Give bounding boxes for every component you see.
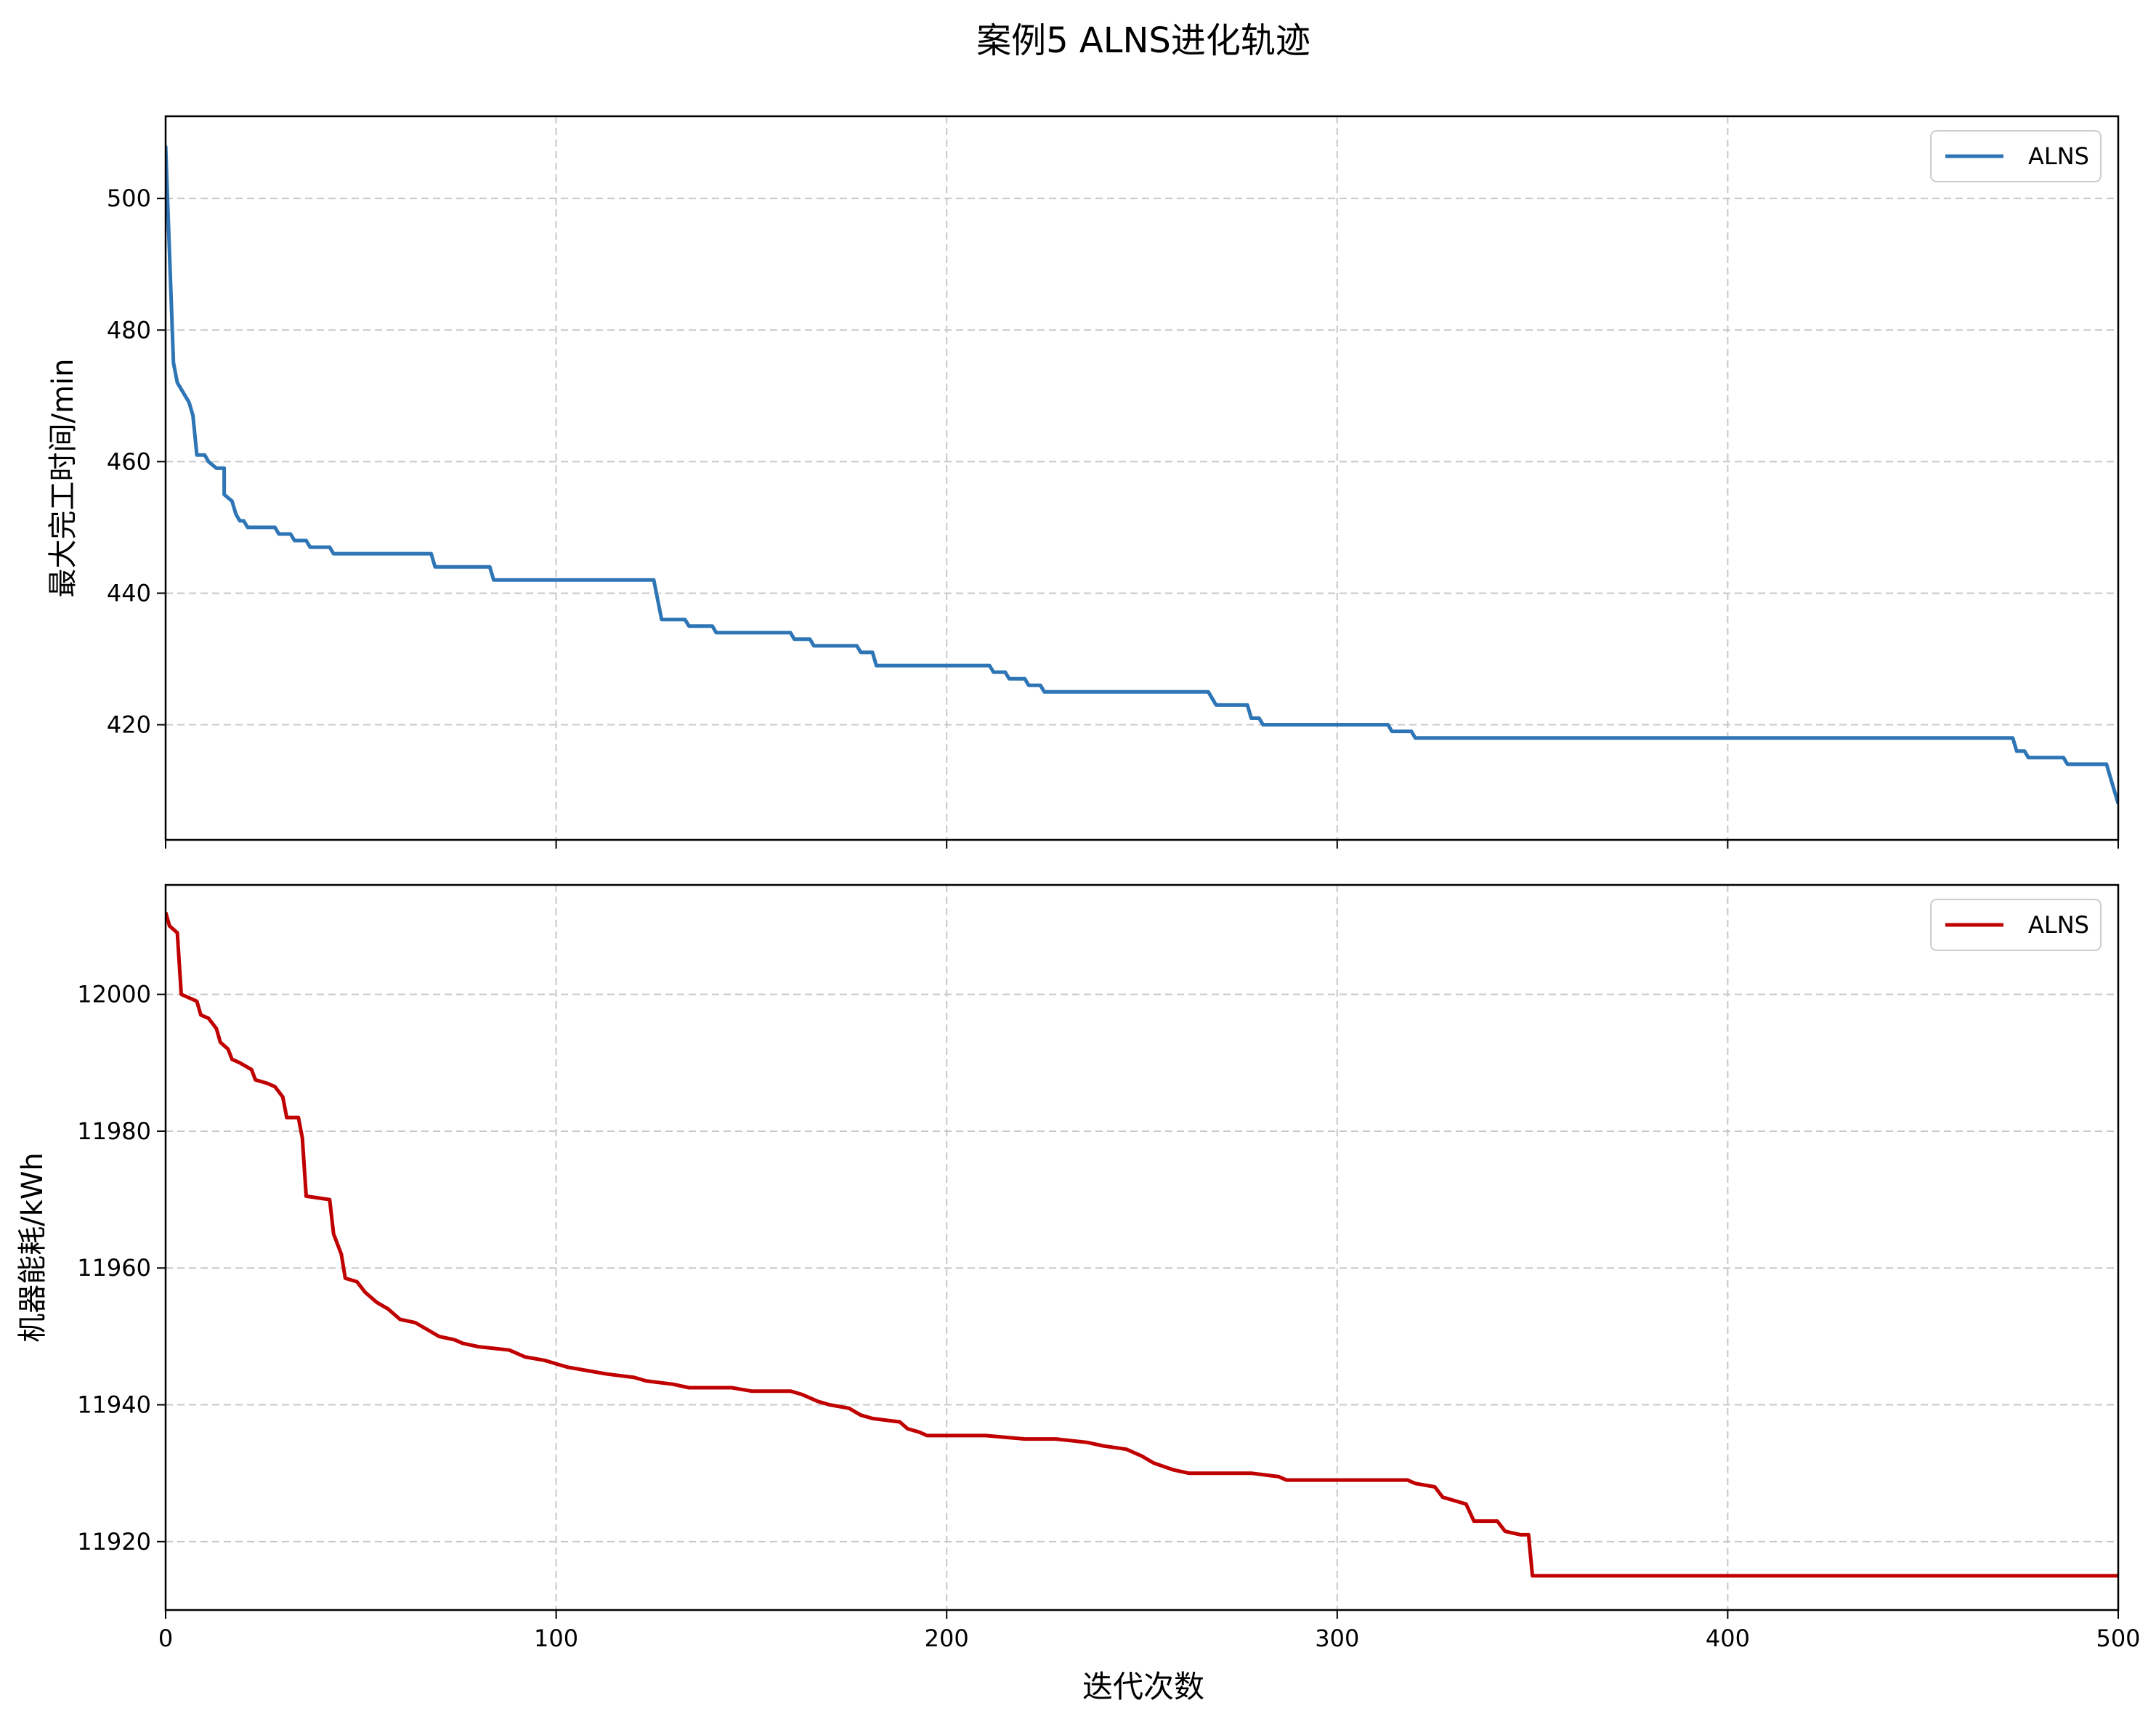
makespan-y-tick-label: 420 [107,711,151,739]
energy-x-tick-label: 200 [925,1625,969,1652]
energy-y-tick-label: 11940 [77,1391,151,1419]
energy-legend-label: ALNS [2028,911,2089,939]
energy-x-tick-label: 500 [2096,1625,2140,1652]
makespan-chart: 420 440 460 480 500 最大完工时间/min ALNS [46,115,2120,849]
energy-axes-frame [164,883,2120,1611]
makespan-y-tick-label: 500 [107,185,151,212]
makespan-y-axis-label: 最大完工时间/min [46,359,80,598]
energy-x-tick-label: 100 [534,1625,578,1652]
makespan-legend-box [1930,130,2102,182]
energy-x-tick-label: 0 [158,1625,173,1652]
makespan-series-line [166,145,2118,804]
x-axis-label: 迭代次数 [1082,1669,1204,1704]
figure-title: 案例5 ALNS进化轨迹 [976,20,1310,61]
makespan-axes-frame [164,115,2120,841]
makespan-legend-label: ALNS [2028,142,2089,170]
energy-chart: 0 100 200 300 400 500 11920 11940 11960 11980 1200… [16,883,2141,1652]
makespan-y-tick-label: 440 [107,579,151,607]
energy-y-axis-label: 机器能耗/kWh [16,1152,49,1343]
makespan-y-tick-label: 460 [107,448,151,475]
makespan-y-tick-label: 480 [107,316,151,344]
energy-y-tick-label: 11980 [77,1117,151,1145]
energy-x-tick-label: 300 [1315,1625,1359,1652]
energy-y-tick-label: 11960 [77,1254,151,1282]
energy-x-tick-label: 400 [1706,1625,1750,1652]
energy-legend-box [1930,899,2102,951]
energy-y-tick-label: 12000 [77,981,151,1008]
energy-y-tick-label: 11920 [77,1528,151,1556]
energy-series-line [166,912,2118,1578]
